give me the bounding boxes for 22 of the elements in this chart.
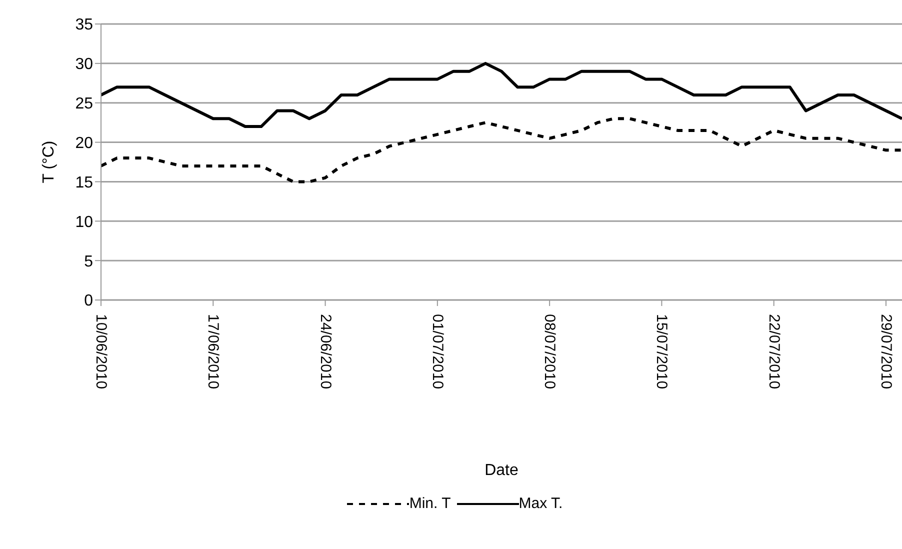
x-tick-label: 17/06/2010 <box>204 314 222 390</box>
x-tick-label: 29/07/2010 <box>877 314 894 390</box>
line-series <box>101 62 902 128</box>
x-tick-label: 24/06/2010 <box>316 314 334 390</box>
y-tick-label: 35 <box>75 16 94 34</box>
y-tick-label: 5 <box>84 253 94 270</box>
y-tick-label: 20 <box>75 134 94 152</box>
x-tick-label: 10/06/2010 <box>92 314 110 390</box>
x-tick-label: 15/07/2010 <box>653 314 670 390</box>
x-tick-label: 01/07/2010 <box>428 314 446 390</box>
y-tick-label: 25 <box>75 96 94 113</box>
legend-label: Min. T <box>409 495 451 512</box>
legend-label: Max T. <box>518 495 563 512</box>
x-tick-label: 08/07/2010 <box>541 314 558 390</box>
x-tick-label: 22/07/2010 <box>765 314 782 390</box>
line-series <box>101 117 902 184</box>
y-tick-label: 30 <box>75 56 94 74</box>
x-axis-title: Date <box>484 462 518 479</box>
y-tick-label: 10 <box>75 214 94 231</box>
y-tick-label: 0 <box>84 292 94 310</box>
y-tick-label: 15 <box>75 174 94 192</box>
y-axis-title: T (°C) <box>40 140 58 184</box>
